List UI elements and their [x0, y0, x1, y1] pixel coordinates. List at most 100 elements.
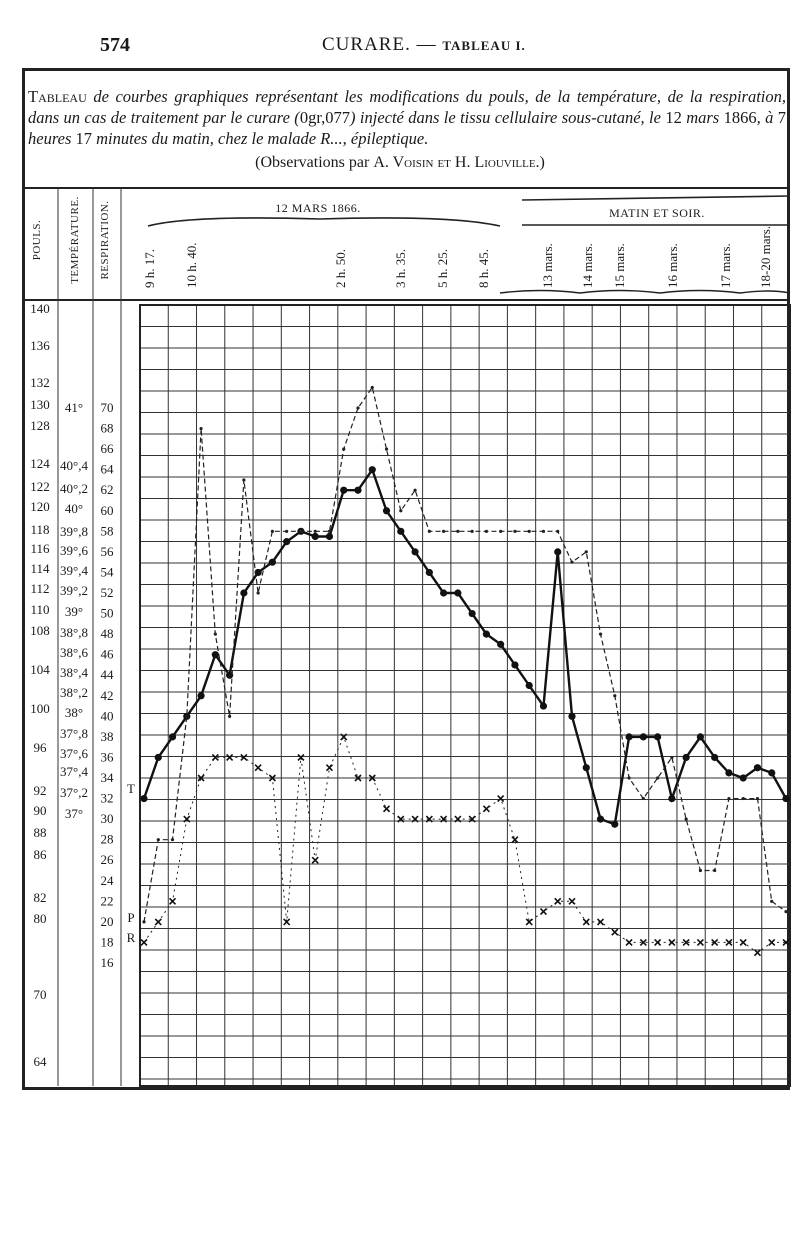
temperature-point [228, 714, 232, 718]
respiration-tick: 36 [101, 749, 115, 764]
time-label: 5 h. 25. [435, 249, 450, 288]
pulse-tick: 104 [30, 662, 50, 677]
temperature-point [299, 529, 303, 533]
respiration-tick: 46 [101, 647, 115, 662]
caption-credit: (Observations par A. Voisin et H. Liouvi… [0, 154, 800, 172]
temperature-point [541, 529, 546, 533]
caption-part3: mars [681, 108, 724, 127]
temperature-point [413, 488, 417, 492]
pulse-tick: 122 [30, 479, 50, 494]
temperature-point [484, 529, 488, 533]
caption-dose: 0gr,077 [299, 108, 351, 127]
respiration-point [197, 774, 205, 782]
pulse-point [268, 558, 276, 566]
pulse-tick: 64 [34, 1054, 48, 1069]
caption-part2: ) injecté dans le tissu cellulaire sous-… [350, 108, 666, 127]
respiration-point [297, 753, 305, 762]
respiration-tick: 58 [101, 523, 114, 538]
caption-part5: heures [28, 129, 76, 148]
temperature-point [256, 591, 260, 595]
pulse-point [211, 651, 219, 659]
pulse-point [482, 630, 490, 638]
temperature-tick: 39°,6 [60, 543, 88, 558]
time-label: 9 h. 17. [142, 249, 157, 288]
respiration-point [625, 938, 633, 947]
pulse-point [382, 507, 391, 515]
plot-frame [139, 304, 791, 1087]
pulse-point [511, 661, 519, 669]
pulse-tick: 120 [30, 499, 50, 514]
respiration-point [497, 794, 505, 803]
pulse-tick: 70 [34, 987, 47, 1002]
temperature-point [556, 529, 560, 533]
series-marker: P [127, 910, 134, 925]
respiration-tick: 26 [101, 852, 115, 867]
caption-minutes: 17 [75, 129, 93, 148]
temperature-point [770, 899, 774, 903]
running-head-dash: — [410, 34, 443, 55]
respiration-point [782, 938, 790, 947]
temperature-tick: 39°,8 [60, 524, 88, 539]
temperature-point [427, 529, 431, 533]
respiration-point [696, 938, 704, 947]
caption-lead: Tableau [28, 87, 87, 106]
respiration-tick: 18 [101, 934, 114, 949]
respiration-tick: 42 [101, 688, 114, 703]
temperature-point [499, 529, 503, 533]
respiration-tick: 24 [101, 873, 115, 888]
temperature-tick: 39°,4 [60, 563, 88, 578]
temperature-point [755, 796, 760, 801]
group-label-date: 12 MARS 1866. [275, 201, 361, 215]
pulse-point [768, 769, 776, 777]
pulse-tick: 108 [30, 623, 50, 638]
temperature-point [199, 426, 203, 431]
pulse-point [397, 527, 405, 535]
caption-date: 12 [665, 108, 682, 127]
respiration-point [268, 774, 276, 782]
temperature-point [698, 868, 703, 873]
temperature-point [142, 920, 146, 924]
pulse-point [611, 820, 619, 828]
respiration-point [654, 938, 662, 947]
temperature-point [584, 550, 588, 554]
pulse-point [568, 712, 576, 720]
respiration-tick: 16 [101, 955, 115, 970]
temperature-curve [143, 385, 787, 923]
pulse-point [596, 815, 605, 823]
temperature-point [185, 714, 189, 718]
pulse-tick: 114 [30, 561, 50, 576]
temperature-point [270, 529, 274, 533]
temperature-tick: 38°,8 [60, 625, 88, 640]
temperature-point [784, 910, 788, 914]
temperature-point [399, 509, 403, 513]
running-head-table: TABLEAU I. [442, 38, 526, 53]
pulse-point [425, 568, 433, 577]
pulse-point [411, 548, 419, 556]
respiration-point [511, 836, 519, 844]
pulse-tick: 110 [30, 602, 49, 617]
pulse-tick: 136 [30, 338, 50, 353]
pulse-point [554, 548, 562, 556]
pulse-point [696, 733, 705, 741]
temperature-point [327, 529, 332, 533]
pulse-point [739, 774, 747, 782]
temperature-point [370, 385, 374, 390]
temperature-point [170, 838, 175, 842]
respiration-tick: 60 [101, 503, 114, 518]
temperature-point [727, 796, 731, 801]
temperature-tick: 37°,4 [60, 764, 88, 779]
respiration-point [226, 753, 234, 762]
table-frame [22, 68, 790, 1090]
time-label: 16 mars. [665, 243, 680, 288]
respiration-tick: 30 [101, 811, 114, 826]
temperature-tick: 37° [65, 806, 83, 821]
pulse-point [668, 794, 676, 803]
time-label: 8 h. 45. [476, 249, 491, 288]
pulse-tick: 128 [30, 418, 50, 433]
pulse-curve [142, 467, 788, 826]
time-label: 18-20 mars. [758, 226, 773, 288]
pulse-point [240, 589, 248, 597]
time-label: 10 h. 40. [184, 243, 199, 289]
caption-part1: de courbes graphiques représentant les m… [28, 87, 786, 127]
